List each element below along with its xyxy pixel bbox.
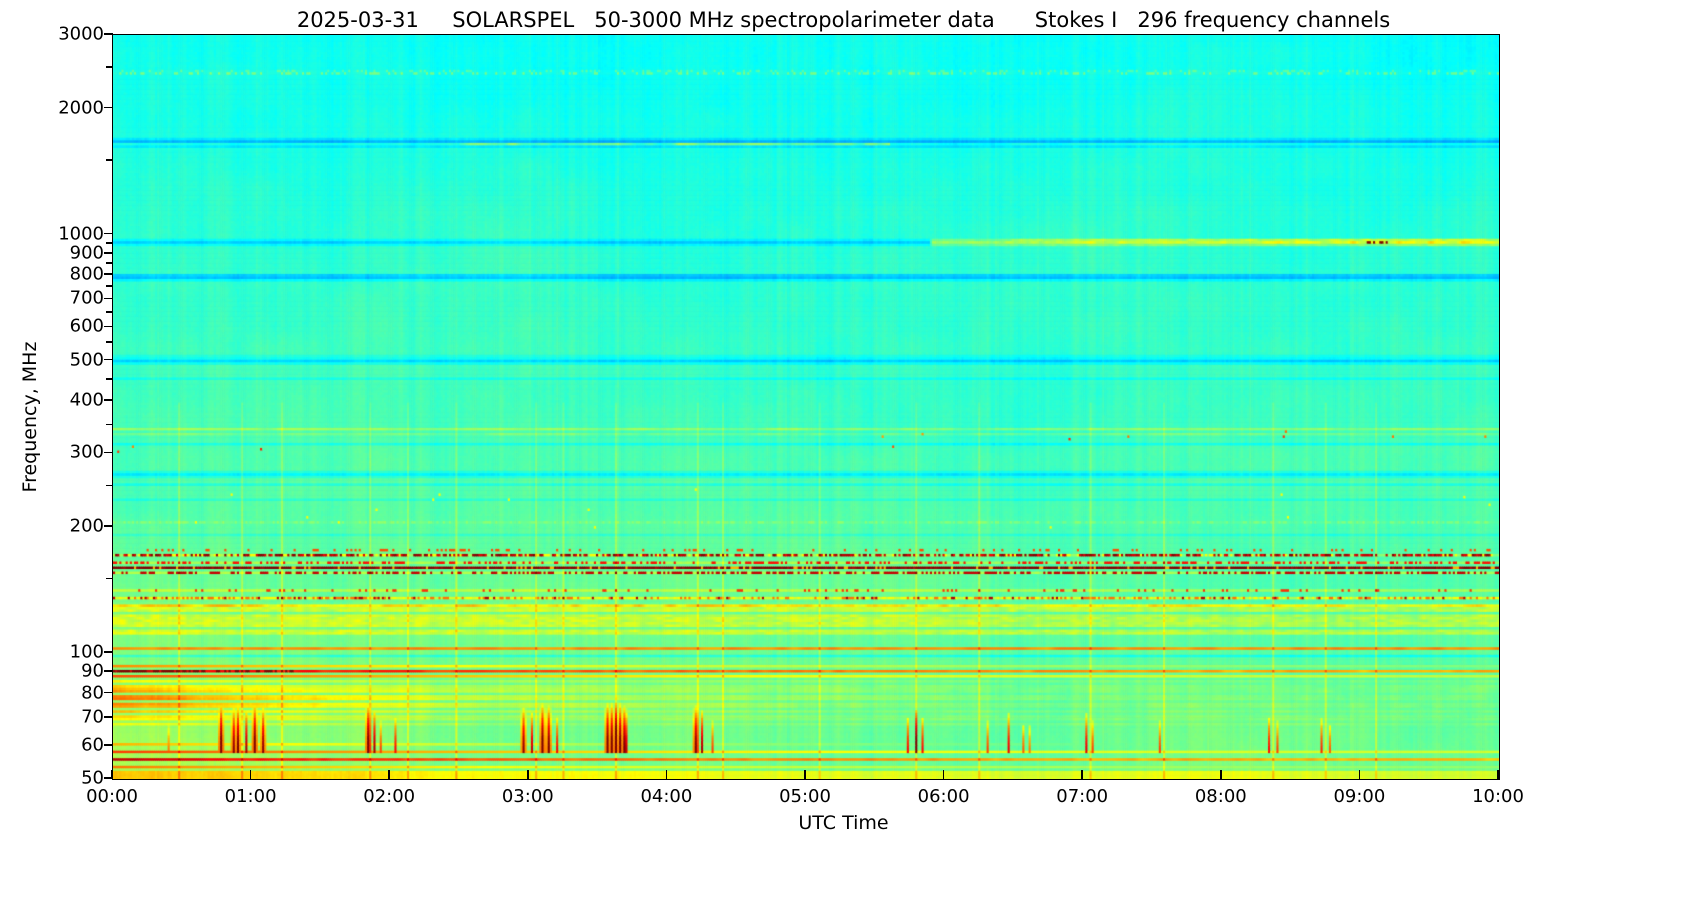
y-tick-mark: [104, 297, 113, 300]
y-tick-label: 2000: [58, 97, 104, 119]
y-tick-mark: [104, 251, 113, 254]
y-tick-mark: [104, 777, 113, 779]
y-minor-tick-mark: [106, 341, 113, 344]
spectrogram-plot-area: [112, 34, 1500, 780]
y-minor-tick-mark: [106, 66, 113, 68]
page-title: 2025-03-31 SOLARSPEL 50-3000 MHz spectro…: [296, 8, 1391, 32]
spectrogram-canvas: [113, 35, 1499, 779]
y-tick-label: 80: [81, 682, 104, 704]
y-tick-label: 600: [69, 315, 104, 337]
y-tick-label: 90: [81, 660, 104, 682]
y-tick-mark: [104, 691, 113, 694]
x-tick-mark: [111, 770, 113, 779]
x-tick-label: 06:00: [917, 786, 970, 807]
y-tick-label: 200: [69, 515, 104, 537]
y-minor-tick-mark: [106, 285, 113, 287]
x-tick-mark: [1220, 770, 1222, 779]
y-tick-label: 70: [81, 706, 104, 728]
x-tick-label: 04:00: [640, 786, 693, 807]
x-tick-mark: [527, 770, 529, 779]
y-minor-tick-mark: [106, 262, 113, 264]
y-tick-label: 900: [69, 242, 104, 264]
x-tick-label: 00:00: [86, 786, 138, 807]
x-tick-label: 01:00: [224, 786, 277, 807]
y-tick-mark: [104, 716, 113, 718]
y-minor-tick-mark: [106, 242, 113, 244]
y-tick-mark: [104, 651, 113, 653]
y-minor-tick-mark: [106, 423, 113, 426]
y-tick-mark: [104, 106, 113, 109]
x-tick-mark: [665, 770, 668, 779]
y-tick-mark: [104, 273, 113, 275]
x-tick-label: 02:00: [363, 786, 416, 807]
y-minor-tick-mark: [106, 484, 113, 487]
x-tick-label: 09:00: [1333, 786, 1386, 807]
y-tick-label: 1000: [58, 223, 104, 245]
y-tick-mark: [104, 232, 113, 235]
y-tick-label: 800: [69, 263, 104, 285]
y-tick-label: 60: [81, 734, 104, 756]
x-tick-mark: [1081, 770, 1083, 779]
y-tick-label: 400: [69, 389, 104, 411]
y-tick-mark: [104, 399, 113, 401]
y-tick-mark: [104, 325, 113, 328]
x-tick-label: 10:00: [1472, 786, 1524, 807]
x-tick-mark: [388, 770, 390, 779]
y-tick-label: 500: [69, 349, 104, 371]
y-tick-mark: [104, 525, 113, 527]
y-tick-mark: [104, 451, 113, 454]
y-tick-label: 300: [69, 441, 104, 463]
x-tick-label: 08:00: [1194, 786, 1247, 807]
x-tick-label: 03:00: [501, 786, 554, 807]
y-tick-mark: [104, 670, 113, 672]
y-tick-mark: [104, 358, 113, 361]
y-tick-mark: [104, 744, 113, 746]
y-axis-label: Frequency, MHz: [19, 341, 41, 493]
x-tick-mark: [1497, 770, 1499, 779]
x-axis-label: UTC Time: [798, 812, 889, 834]
y-minor-tick-mark: [106, 159, 113, 161]
y-minor-tick-mark: [106, 577, 113, 580]
x-tick-mark: [942, 770, 945, 779]
y-tick-label: 3000: [58, 23, 104, 45]
y-tick-label: 100: [69, 641, 104, 663]
y-minor-tick-mark: [106, 377, 113, 380]
y-minor-tick-mark: [106, 311, 113, 313]
x-tick-mark: [249, 770, 252, 779]
x-tick-label: 07:00: [1056, 786, 1109, 807]
x-tick-mark: [1358, 770, 1361, 779]
x-tick-mark: [804, 770, 806, 779]
x-tick-label: 05:00: [779, 786, 831, 807]
y-tick-mark: [104, 33, 113, 35]
y-tick-label: 700: [69, 287, 104, 309]
y-tick-label: 50: [81, 767, 104, 789]
